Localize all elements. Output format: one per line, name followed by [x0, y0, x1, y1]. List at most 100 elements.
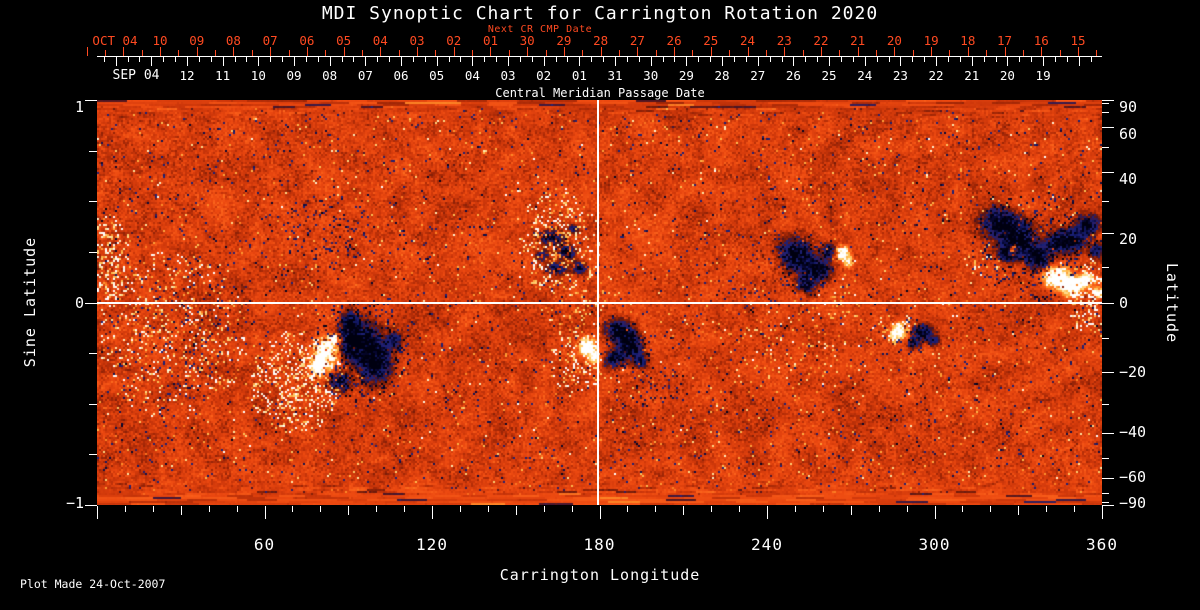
longitude-axis-tick [264, 506, 266, 519]
cmp-axis-tick [1007, 56, 1009, 66]
longitude-axis-tick [124, 506, 126, 512]
cmp-date-label: 29 [678, 68, 694, 83]
cmp-axis-tick [686, 56, 688, 66]
longitude-tick-label: 240 [751, 535, 783, 554]
longitude-axis-tick [404, 506, 406, 512]
sine-latitude-axis-tick [89, 150, 97, 152]
next-cr-axis-tick [86, 47, 88, 56]
cmp-axis-tick [389, 56, 391, 62]
latitude-axis-tick [1102, 172, 1114, 174]
next-cr-axis-tick [325, 50, 327, 56]
latitude-tick-label: −90 [1119, 494, 1147, 512]
cmp-axis-tick [496, 56, 498, 62]
cmp-axis-tick [579, 56, 581, 66]
next-cr-date-label: 05 [336, 33, 352, 48]
next-cr-axis-tick [508, 50, 510, 56]
cmp-axis-tick [924, 56, 926, 62]
next-cr-axis-tick [490, 47, 492, 56]
cmp-axis-tick [626, 56, 628, 62]
cmp-axis-tick [864, 56, 866, 66]
next-cr-date-label: 07 [262, 33, 278, 48]
cmp-axis-tick [472, 56, 474, 66]
next-cr-axis-tick [1004, 47, 1006, 56]
latitude-axis-tick [1102, 501, 1109, 503]
cmp-axis-tick [650, 56, 652, 66]
next-cr-axis-tick [563, 47, 565, 56]
sine-latitude-tick-label: −1 [65, 494, 84, 512]
next-cr-axis-tick [655, 50, 657, 56]
cmp-axis-tick [365, 56, 367, 66]
latitude-tick-label: 20 [1119, 230, 1138, 248]
cmp-axis-tick [959, 56, 961, 62]
longitude-axis-tick [962, 506, 964, 512]
cmp-axis-tick [270, 56, 272, 62]
longitude-axis-tick [1102, 506, 1103, 519]
next-cr-axis-tick [453, 47, 455, 56]
next-cr-axis-tick [343, 47, 345, 56]
cmp-axis-tick [1043, 56, 1045, 66]
cmp-axis-tick [210, 56, 212, 62]
cmp-axis-tick [460, 56, 462, 62]
cmp-axis-tick [603, 56, 605, 62]
longitude-axis-tick [152, 506, 154, 512]
cmp-date-label: 06 [393, 68, 409, 83]
cmp-date-label: 03 [500, 68, 516, 83]
cmp-date-label: 26 [785, 68, 801, 83]
next-cr-date-label: 19 [923, 33, 939, 48]
cmp-axis-tick [139, 56, 141, 62]
cmp-axis-tick [840, 56, 842, 62]
latitude-axis-tick [1102, 403, 1109, 405]
cmp-axis-tick [531, 56, 533, 62]
cmp-axis-tick [876, 56, 878, 62]
next-cr-axis-tick [1096, 50, 1098, 56]
cmp-axis-tick [305, 56, 307, 62]
longitude-axis-tick [739, 506, 741, 512]
longitude-axis-tick [515, 506, 517, 515]
next-cr-date-label: 22 [813, 33, 829, 48]
next-cr-date-label: 03 [409, 33, 425, 48]
next-cr-axis-tick [765, 50, 767, 56]
cmp-axis-tick [757, 56, 759, 66]
cmp-axis-tick [793, 56, 795, 66]
next-cr-date-label: 02 [446, 33, 462, 48]
cmp-axis-tick [662, 56, 664, 62]
next-cr-axis-tick [196, 47, 198, 56]
next-cr-axis-tick [123, 47, 125, 56]
cmp-axis-tick [567, 56, 569, 62]
next-cr-date-label: 28 [593, 33, 609, 48]
cmp-axis-tick [805, 56, 807, 62]
cmp-axis-tick [852, 56, 854, 62]
latitude-axis-tick [1102, 201, 1109, 203]
next-cr-axis-tick [1078, 47, 1079, 56]
next-cr-axis-tick [380, 47, 382, 56]
latitude-axis-tick [1102, 112, 1109, 114]
next-cr-date-label: 29 [556, 33, 572, 48]
next-cr-cmp-date-axis-title: Next CR CMP Date [487, 24, 593, 35]
next-cr-axis-tick [912, 50, 914, 56]
cmp-date-label: 10 [250, 68, 266, 83]
cmp-axis-tick [163, 56, 165, 62]
cmp-date-label: 19 [1035, 68, 1051, 83]
cmp-date-label: 27 [750, 68, 766, 83]
cmp-axis-tick [829, 56, 831, 66]
longitude-axis-tick [878, 506, 880, 512]
next-cr-date-label: 17 [997, 33, 1013, 48]
cmp-date-label: 04 [464, 68, 480, 83]
next-cr-axis-tick [1041, 47, 1043, 56]
next-cr-axis-tick [802, 50, 804, 56]
cmp-axis-tick [484, 56, 486, 62]
longitude-axis-tick [208, 506, 210, 512]
cmp-axis-tick [745, 56, 747, 62]
cmp-date-label: 05 [429, 68, 445, 83]
latitude-axis-tick [1102, 477, 1114, 479]
cmp-axis-tick [401, 56, 403, 66]
next-cr-axis-tick [747, 47, 749, 56]
cmp-date-label: 25 [821, 68, 837, 83]
next-cr-axis-tick [178, 50, 180, 56]
cmp-axis-tick [353, 56, 355, 62]
longitude-axis-tick [97, 506, 98, 519]
next-cr-axis-tick [251, 50, 253, 56]
next-cr-axis-tick [710, 47, 712, 56]
next-cr-axis-tick [729, 50, 731, 56]
next-cr-axis-tick [215, 50, 217, 56]
